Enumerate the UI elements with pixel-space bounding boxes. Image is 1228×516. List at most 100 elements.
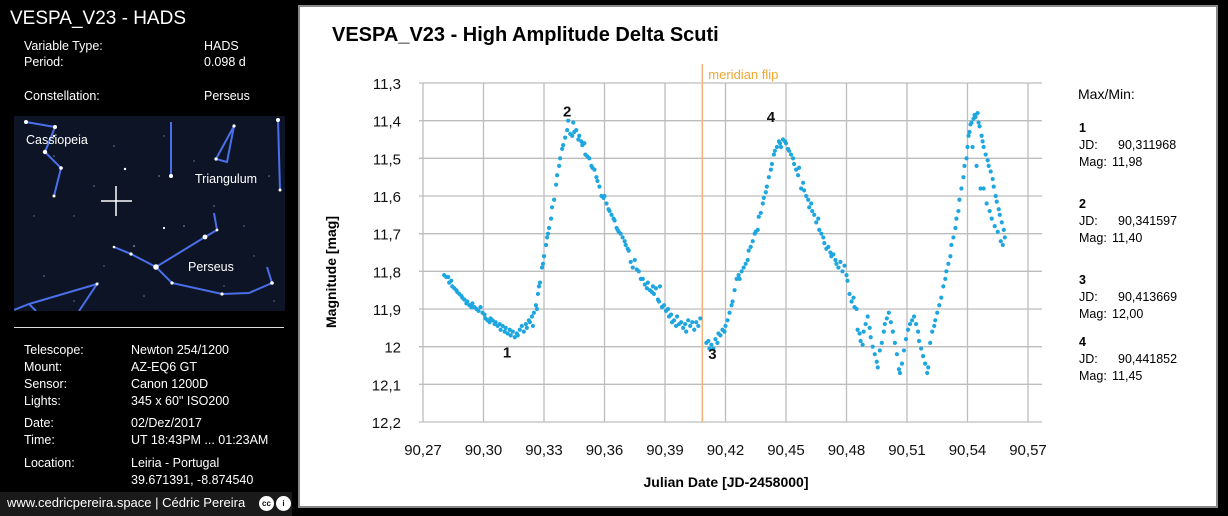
mag-label: Mag: (1079, 155, 1107, 169)
data-point (632, 257, 637, 263)
data-point (995, 229, 1000, 234)
data-point (921, 353, 926, 359)
data-point (505, 331, 510, 336)
data-point (857, 331, 862, 336)
data-point (746, 248, 751, 253)
data-point (543, 242, 549, 248)
data-point (892, 340, 898, 345)
data-point (482, 312, 487, 317)
data-point (875, 365, 880, 370)
data-point (768, 167, 773, 172)
data-point (745, 257, 750, 263)
data-point (977, 124, 982, 129)
equipment-label: Sensor: (24, 377, 68, 391)
data-point (917, 338, 922, 344)
data-point (944, 269, 949, 274)
y-axis-label: Magnitude [mag] (323, 216, 339, 328)
data-point (907, 321, 913, 327)
data-point (539, 265, 545, 270)
jd-label: JD: (1079, 352, 1098, 366)
data-point (801, 180, 806, 185)
footer-credit-link[interactable]: www.cedricpereira.space | Cédric Pereira (7, 495, 246, 510)
data-point (607, 208, 612, 214)
equipment-label: Location: (24, 456, 75, 470)
data-point (764, 184, 769, 189)
max-min-heading: Max/Min: (1078, 86, 1135, 102)
jd-value: 90,311968 (1118, 138, 1177, 152)
data-point (535, 291, 541, 297)
data-point (874, 359, 879, 364)
data-point (994, 199, 999, 204)
data-point (903, 337, 909, 342)
data-point (675, 314, 680, 319)
data-point (519, 323, 524, 329)
y-tick-label: 12,1 (372, 377, 401, 394)
data-point (692, 327, 697, 332)
data-point (656, 299, 662, 304)
equipment-value: Canon 1200D (131, 377, 209, 391)
divider (14, 327, 284, 328)
data-point (879, 340, 884, 345)
data-point (766, 175, 771, 180)
data-point (507, 327, 512, 332)
data-point (661, 303, 667, 308)
data-point (711, 346, 716, 351)
y-tick-label: 11,3 (373, 76, 401, 93)
extremum-id: 2 (1079, 197, 1086, 211)
data-point (797, 165, 802, 170)
data-point (836, 265, 841, 270)
data-point (642, 282, 647, 287)
data-point (628, 259, 633, 265)
data-point (561, 143, 566, 148)
extremum-id: 3 (1079, 273, 1086, 287)
data-point (515, 333, 520, 338)
equipment-label: Date: (24, 416, 54, 430)
data-point (706, 338, 711, 344)
data-point (984, 201, 989, 206)
data-point (750, 239, 755, 244)
data-point (512, 335, 517, 340)
data-point (791, 161, 797, 167)
data-point (630, 265, 635, 270)
data-point (595, 178, 600, 184)
data-point (449, 278, 454, 283)
data-point (854, 306, 859, 312)
data-point (986, 163, 991, 168)
data-point (953, 225, 958, 231)
data-point (840, 269, 845, 274)
data-point (894, 352, 900, 357)
data-point (576, 137, 581, 142)
data-point (771, 152, 777, 157)
meridian-flip-marker: meridian flip (701, 64, 778, 422)
data-point (926, 365, 931, 370)
data-point (727, 310, 732, 315)
data-point (957, 197, 962, 202)
data-point (671, 318, 677, 323)
data-point (799, 186, 804, 191)
data-point (533, 303, 539, 308)
background-stars (33, 135, 275, 302)
data-point (790, 156, 796, 161)
data-point (681, 325, 686, 330)
y-tick-label: 12,2 (372, 415, 401, 432)
data-point (688, 323, 693, 329)
data-point (821, 235, 826, 240)
data-point (487, 320, 492, 325)
data-point (597, 184, 602, 189)
data-point (816, 216, 821, 221)
data-point (868, 335, 873, 340)
data-point (819, 231, 824, 236)
data-point (981, 186, 986, 191)
triangulum-lines (214, 125, 235, 164)
data-point (618, 231, 623, 236)
data-point (696, 323, 701, 329)
equipment-value: 02/Dez/2017 (131, 416, 202, 430)
equipment-row: Mount: AZ-EQ6 GT (24, 359, 284, 376)
data-point (833, 257, 838, 263)
data-point (592, 167, 597, 172)
data-point (694, 320, 699, 325)
equipment-row: Sensor: Canon 1200D (24, 376, 284, 393)
data-point (965, 144, 970, 150)
x-tick-label: 90,39 (646, 442, 684, 459)
data-point (510, 329, 515, 334)
